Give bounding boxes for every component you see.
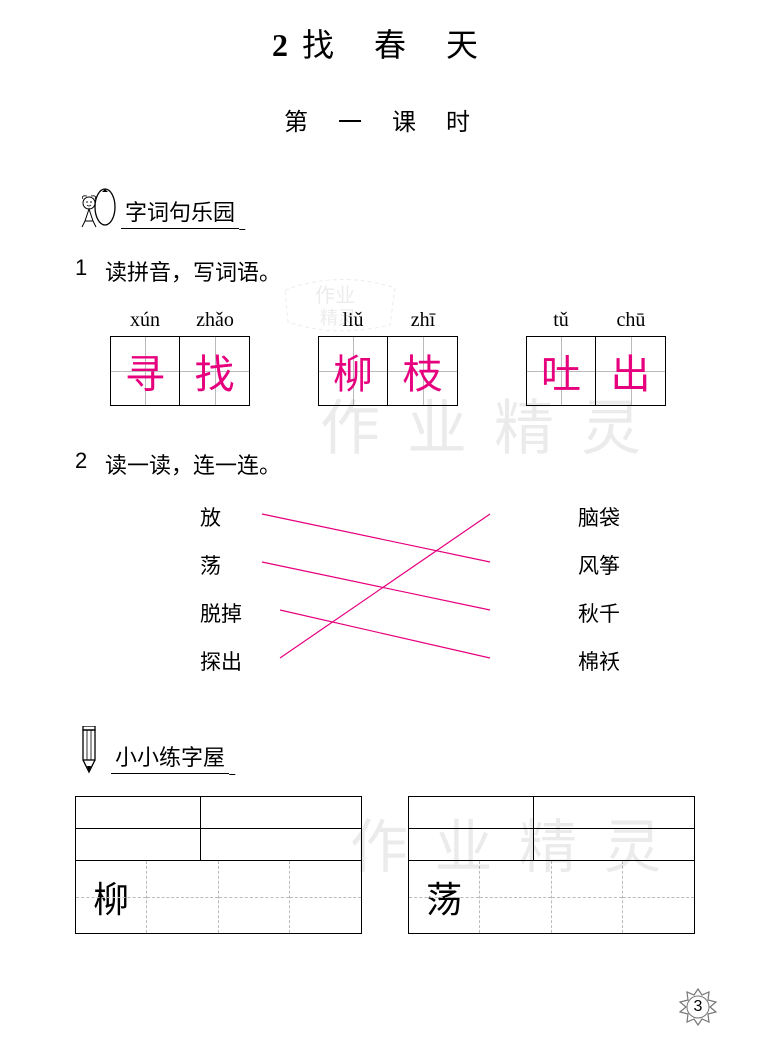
page-number: 3: [678, 987, 718, 1027]
pinyin-answer-boxes: xún zhǎo 寻 找 liǔ zhī 柳 枝 tǔ chū 吐 出: [110, 309, 766, 406]
grid-header-cell: [201, 797, 361, 829]
char-box: 找: [180, 336, 250, 406]
answer-char: 寻: [125, 342, 165, 400]
practice-char-cell: 荡: [409, 861, 480, 933]
grid-header-cell: [534, 797, 694, 829]
q1-text: 读拼音，写词语。: [105, 255, 281, 287]
practice-grid-2: 荡: [408, 796, 695, 934]
lesson-number: 2: [272, 27, 292, 63]
grid-header-cell: [534, 829, 694, 861]
page-title: 2 找 春 天: [0, 0, 766, 66]
match-left-item: 脱掉: [200, 598, 242, 628]
svg-text:作业: 作业: [315, 284, 355, 307]
practice-char-cell: [623, 861, 694, 933]
match-left-item: 放: [200, 502, 221, 532]
match-left-item: 荡: [200, 550, 221, 580]
grid-header-cell: [201, 829, 361, 861]
pinyin-group-1: xún zhǎo 寻 找: [110, 309, 250, 406]
practice-grid-1: 柳: [75, 796, 362, 934]
lesson-title: 找 春 天: [302, 27, 494, 63]
answer-char: 出: [611, 342, 651, 400]
answer-char: 吐: [541, 342, 581, 400]
matching-lines: [200, 500, 620, 680]
grid-header-cell: [76, 829, 201, 861]
match-right-item: 脑袋: [578, 502, 620, 532]
section-1-header: 字词句乐园: [75, 187, 766, 229]
practice-char-cell: [480, 861, 551, 933]
page-number-badge: 3: [678, 987, 718, 1027]
section-2-header: 小小练字屋: [75, 726, 766, 774]
practice-char-cell: [147, 861, 218, 933]
answer-char: 柳: [333, 342, 373, 400]
q2-number: 2: [75, 448, 105, 474]
question-1: 1 读拼音，写词语。: [75, 255, 766, 287]
practice-char-cell: 柳: [76, 861, 147, 933]
grid-header-cell: [76, 797, 201, 829]
pinyin-group-2: liǔ zhī 柳 枝: [318, 309, 458, 406]
subtitle: 第 一 课 时: [0, 102, 766, 137]
char-box: 吐: [526, 336, 596, 406]
pinyin-cell: zhǎo: [180, 309, 250, 332]
match-right-item: 棉袄: [578, 646, 620, 676]
char-box: 寻: [110, 336, 180, 406]
answer-char: 找: [195, 342, 235, 400]
grid-header-cell: [409, 797, 534, 829]
question-2: 2 读一读，连一连。: [75, 448, 766, 480]
match-right-item: 秋千: [578, 598, 620, 628]
pinyin-cell: tǔ: [526, 309, 596, 332]
practice-char-cell: [290, 861, 361, 933]
pencil-icon: [75, 726, 103, 774]
match-right-item: 风筝: [578, 550, 620, 580]
q2-text: 读一读，连一连。: [105, 448, 281, 480]
grid-header-cell: [409, 829, 534, 861]
answer-char: 枝: [403, 342, 443, 400]
practice-char-cell: [552, 861, 623, 933]
q1-number: 1: [75, 255, 105, 281]
char-box: 出: [596, 336, 666, 406]
pinyin-cell: liǔ: [318, 309, 388, 332]
pinyin-cell: zhī: [388, 309, 458, 332]
section-1-label: 字词句乐园: [121, 195, 239, 229]
match-left-item: 探出: [200, 646, 242, 676]
practice-grids: 柳 荡: [75, 796, 766, 934]
practice-char: 荡: [426, 871, 462, 923]
pinyin-cell: chū: [596, 309, 666, 332]
char-box: 枝: [388, 336, 458, 406]
section-2-label: 小小练字屋: [111, 740, 229, 774]
char-box: 柳: [318, 336, 388, 406]
matching-exercise: 放 荡 脱掉 探出 脑袋 风筝 秋千 棉袄: [200, 500, 620, 680]
practice-char: 柳: [93, 871, 129, 923]
pinyin-group-3: tǔ chū 吐 出: [526, 309, 666, 406]
pencil-girl-icon: [75, 187, 117, 229]
practice-char-cell: [219, 861, 290, 933]
pinyin-cell: xún: [110, 309, 180, 332]
